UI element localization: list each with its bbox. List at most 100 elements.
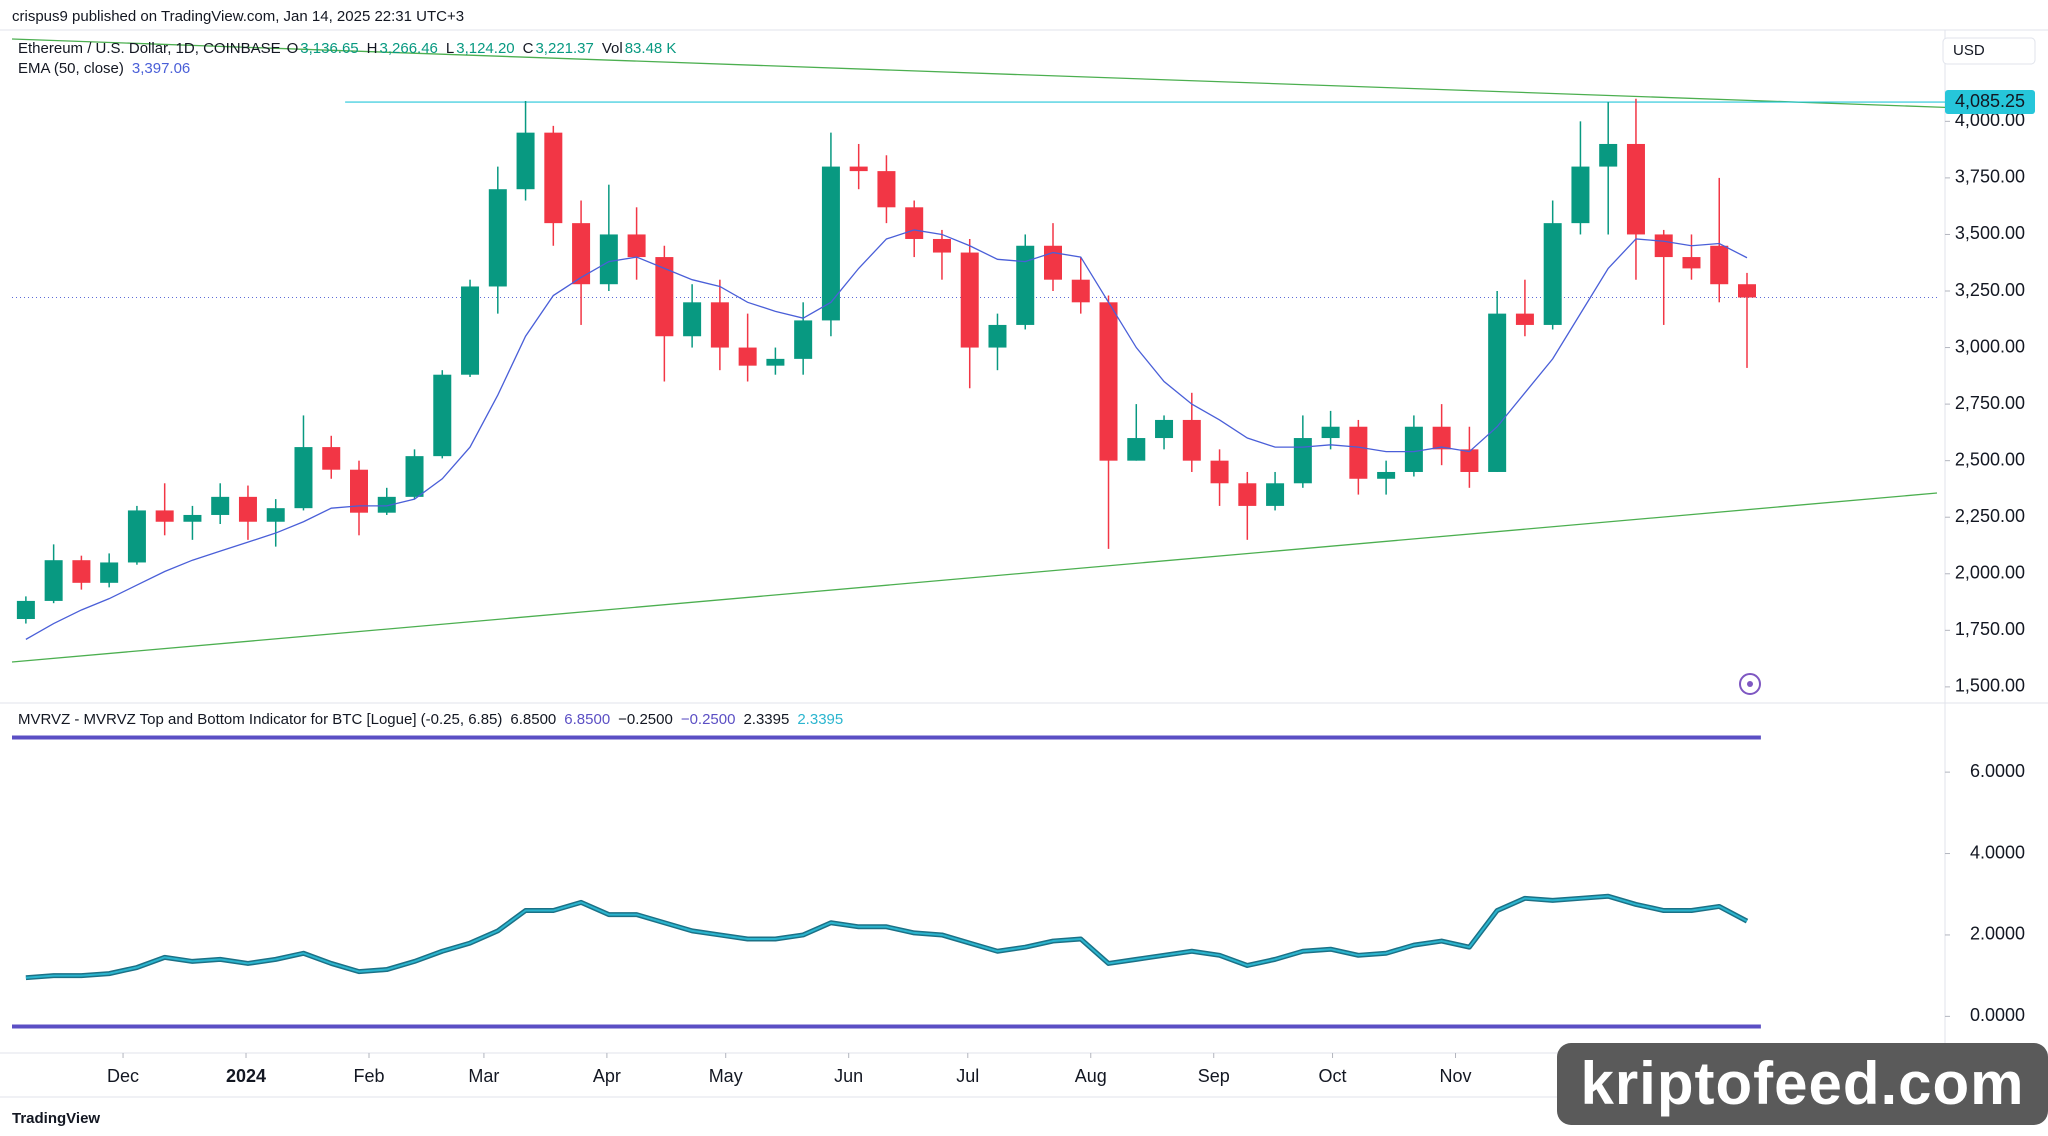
candle-body [1377,471,1396,479]
candle-body [1099,302,1118,461]
candle-body [1432,426,1451,450]
event-icon[interactable] [1739,673,1761,695]
candle-body [294,447,313,509]
candle-body [100,562,119,583]
candle-body [599,234,618,285]
candle-body [1626,143,1645,235]
ema-line [25,229,1748,640]
x-tick-label: Apr [593,1066,621,1086]
candle-body [905,207,924,239]
candle-body [1071,279,1090,303]
candle-body [1266,483,1285,506]
candle-body [932,238,951,253]
candle-body [211,496,230,515]
y-tick-label: 3,250.00 [1955,280,2025,300]
candle-body [16,600,35,620]
candle-body [72,560,91,583]
price-label-box [1945,90,2035,115]
legend-value: −0.2500 [680,711,736,728]
x-tick-label: Jun [834,1066,863,1086]
currency-box [1942,37,2036,65]
y-tick-label: 0.0000 [1970,1005,2025,1025]
candle-body [766,358,785,366]
legend-value: 3,221.37 [535,40,594,57]
y-tick-label: 4.0000 [1970,842,2025,862]
footer-logo: TradingView [12,1110,101,1127]
candle-body [377,496,396,513]
y-tick-label: 6.0000 [1970,761,2025,781]
y-tick-label: 1,750.00 [1955,619,2025,639]
candle-body [683,302,702,337]
event-icon-dot [1747,681,1753,687]
legend-value: 3,266.46 [379,40,438,57]
candle-body [155,510,174,522]
candle-body [794,320,813,359]
y-tick-label: 1,500.00 [1955,676,2025,696]
indicator-title: MVRVZ - MVRVZ Top and Bottom Indicator f… [18,711,503,728]
symbol-title: Ethereum / U.S. Dollar, 1D, COINBASE [18,40,281,57]
x-tick-label: Jul [956,1066,979,1086]
price-legend: Ethereum / U.S. Dollar, 1D, COINBASE O 3,1… [18,40,684,57]
candle-body [710,302,729,348]
y-tick-label: 2.0000 [1970,924,2025,944]
candle-body [1155,419,1174,439]
legend-key: L [445,40,455,57]
currency: USD [1953,42,1985,59]
candle-body [1127,438,1146,461]
candle-body [1571,166,1590,224]
candle-body [1210,460,1229,484]
candle-body [433,374,452,457]
x-tick-label: Mar [468,1066,499,1086]
candle-body [738,347,757,366]
indicator-line-outline [25,893,1749,981]
candle-body [516,132,535,190]
candle-body [1682,257,1701,269]
x-tick-label: Sep [1198,1066,1230,1086]
y-tick-label: 2,250.00 [1955,506,2025,526]
x-tick-label: Dec [107,1066,139,1086]
watermark-box: kriptofeed.com [1557,1043,2048,1125]
price-label: 4,085.25 [1955,91,2025,111]
legend-value: 6.8500 [510,711,557,728]
candle-body [572,223,591,285]
x-tick-label: Nov [1440,1066,1472,1086]
candle-body [1599,143,1618,167]
x-tick-label: Aug [1075,1066,1107,1086]
y-tick-label: 2,000.00 [1955,563,2025,583]
candle-body [1321,426,1340,439]
candle-body [1488,313,1507,472]
candle-body [821,166,840,321]
published-by: crispus9 published on TradingView.com, J… [12,8,465,25]
candle-body [655,257,674,337]
candle-body [627,234,646,258]
candle-body [1349,426,1368,479]
legend-entry: EMA (50, close) [18,60,124,77]
candle-body [1654,234,1673,258]
watermark: kriptofeed.com [1580,1050,2025,1117]
candle-body [544,132,563,224]
candle-body [1182,419,1201,461]
y-tick-label: 2,750.00 [1955,393,2025,413]
legend-value: 2.3395 [743,711,790,728]
candle-body [1543,223,1562,325]
x-tick-label: Oct [1319,1066,1347,1086]
candle-body [1238,483,1257,506]
candle-body [1710,245,1729,285]
candle-body [1016,245,1035,325]
candle-body [1293,438,1312,484]
legend-key: Vol [601,40,623,57]
candle-body [183,514,202,522]
legend-value: −0.2500 [618,711,673,728]
legend-key: H [366,40,378,57]
y-tick-label: 3,750.00 [1955,167,2025,187]
indicator-legend: MVRVZ - MVRVZ Top and Bottom Indicator f… [18,711,851,728]
y-tick-label: 4,000.00 [1955,110,2025,130]
candle-body [960,252,979,348]
candle-body [1404,426,1423,472]
candle-body [877,171,896,208]
legend-value: 83.48 K [624,40,677,57]
price-pane: 1,500.00 1,750.00 2,000.00 2,250.00 2,500.00… [12,90,2035,696]
legend-value: 2.3395 [797,711,844,728]
